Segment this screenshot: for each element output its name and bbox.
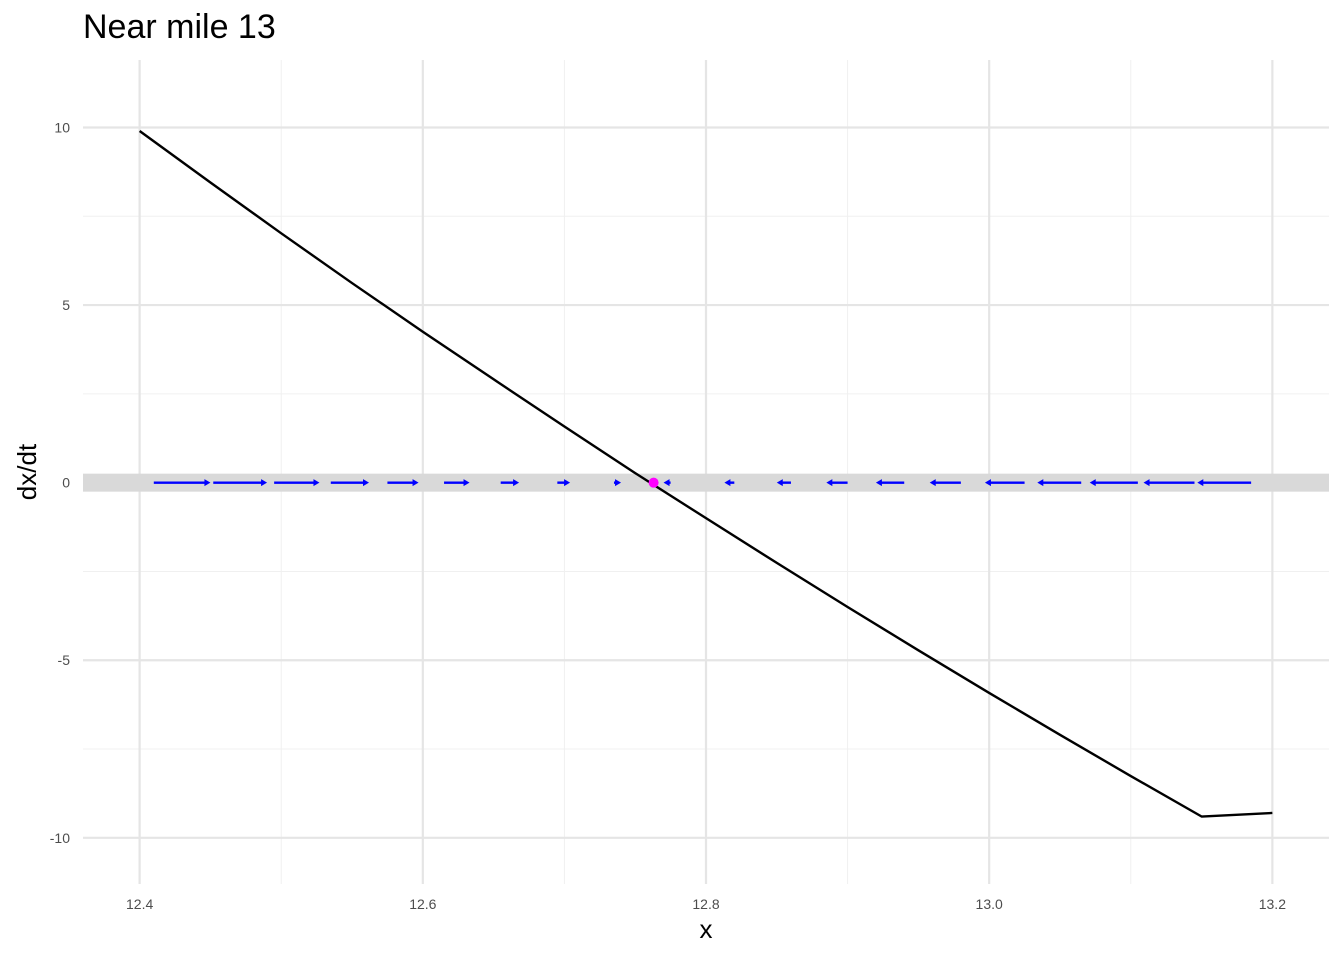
flow-arrow xyxy=(1143,479,1195,487)
flow-arrow xyxy=(613,479,622,487)
flow-arrow xyxy=(387,479,419,487)
flow-arrow xyxy=(330,479,370,487)
flow-arrow-head xyxy=(724,479,731,487)
flow-arrow-head xyxy=(463,479,470,487)
flow-arrow-head xyxy=(776,479,783,487)
flow-arrow-head xyxy=(1089,479,1096,487)
flow-arrow xyxy=(213,479,268,487)
flow-arrow-head xyxy=(1143,479,1150,487)
flow-arrow xyxy=(929,479,961,487)
x-tick-label: 13.0 xyxy=(976,896,1003,912)
flow-arrow xyxy=(274,479,320,487)
flow-arrow-head xyxy=(929,479,936,487)
flow-arrow xyxy=(557,479,571,487)
chart-title: Near mile 13 xyxy=(83,8,276,46)
flow-arrow-head xyxy=(1197,479,1204,487)
flow-arrow xyxy=(875,479,905,487)
x-tick-labels: 12.4 12.6 12.8 13.0 13.2 xyxy=(126,896,1286,912)
flow-arrow xyxy=(500,479,520,487)
y-axis-title: dx/dt xyxy=(12,443,42,500)
flow-arrow-head xyxy=(513,479,520,487)
flow-arrow-head xyxy=(663,479,670,487)
flow-arrow xyxy=(444,479,470,487)
flow-arrow-head xyxy=(412,479,419,487)
curve-layer xyxy=(138,130,1273,818)
x-tick-label: 12.8 xyxy=(692,896,719,912)
zero-band xyxy=(83,473,1329,492)
equilibrium-layer xyxy=(648,477,659,488)
flow-arrow-head xyxy=(615,479,622,487)
flow-arrow-head xyxy=(261,479,268,487)
flow-arrow-head xyxy=(1037,479,1044,487)
flow-arrow-head xyxy=(984,479,991,487)
flow-arrow xyxy=(724,479,735,487)
flow-arrow-head xyxy=(363,479,370,487)
flow-arrow xyxy=(776,479,791,487)
flow-arrow xyxy=(663,479,671,487)
x-tick-label: 12.6 xyxy=(409,896,436,912)
flow-arrow xyxy=(826,479,848,487)
dxdt-curve xyxy=(138,130,1273,818)
flow-arrow xyxy=(984,479,1025,487)
y-tick-label: -5 xyxy=(58,652,71,668)
flow-arrow-head xyxy=(826,479,833,487)
y-tick-label: 0 xyxy=(62,475,70,491)
flow-arrow-head xyxy=(313,479,320,487)
flow-arrow xyxy=(1089,479,1138,487)
y-tick-label: -10 xyxy=(50,830,70,846)
x-axis-title: x xyxy=(700,914,713,944)
grid-major xyxy=(83,60,1329,884)
equilibrium-point xyxy=(648,477,659,488)
flow-arrow-head xyxy=(564,479,571,487)
flow-arrow-head xyxy=(204,479,211,487)
flow-arrow-head xyxy=(875,479,882,487)
x-tick-label: 12.4 xyxy=(126,896,153,912)
x-tick-label: 13.2 xyxy=(1259,896,1286,912)
y-tick-labels: -10 -5 0 5 10 xyxy=(50,119,70,845)
flow-arrows xyxy=(153,479,1252,487)
flow-arrow xyxy=(153,479,211,487)
zero-band-layer xyxy=(83,473,1329,492)
flow-arrow xyxy=(1037,479,1082,487)
y-tick-label: 10 xyxy=(54,119,70,135)
y-tick-label: 5 xyxy=(62,297,70,313)
flow-arrow xyxy=(1197,479,1252,487)
